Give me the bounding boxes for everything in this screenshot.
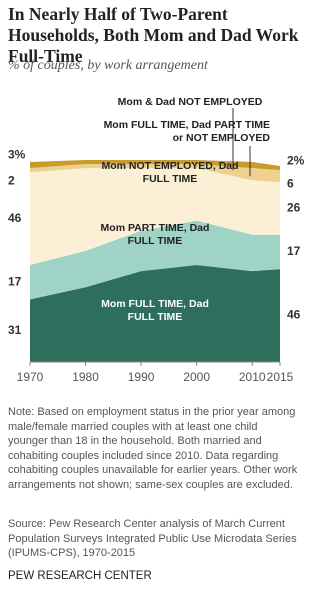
area xyxy=(30,168,280,266)
note: Note: Based on employment status in the … xyxy=(8,406,298,491)
series-label: Mom FULL TIME, Dad PART TIME or NOT EMPL… xyxy=(103,119,270,144)
value-label: 46 xyxy=(8,211,22,225)
area xyxy=(30,220,280,300)
value-label: 17 xyxy=(287,244,301,258)
value-label: 2% xyxy=(287,153,305,167)
series-label: Mom & Dad NOT EMPLOYED xyxy=(117,96,263,108)
value-label: 17 xyxy=(8,274,22,288)
x-tick-label: 2010 xyxy=(239,370,266,384)
x-tick-label: 1990 xyxy=(128,370,155,384)
page: In Nearly Half of Two-Parent Households,… xyxy=(8,4,305,582)
x-tick-label: 2015 xyxy=(267,370,294,384)
value-label: 2 xyxy=(8,173,15,187)
x-tick-label: 2000 xyxy=(183,370,210,384)
x-tick-label: 1980 xyxy=(72,370,99,384)
value-label: 31 xyxy=(8,323,22,337)
credit: PEW RESEARCH CENTER xyxy=(8,570,152,582)
value-label: 26 xyxy=(287,201,301,215)
chart-title: In Nearly Half of Two-Parent Households,… xyxy=(8,4,299,66)
source: Source: Pew Research Center analysis of … xyxy=(8,518,297,559)
area xyxy=(30,265,280,362)
subtitle: % of couples, by work arrangement xyxy=(8,58,208,73)
x-tick-label: 1970 xyxy=(17,370,44,384)
value-label: 6 xyxy=(287,176,294,190)
value-label: 46 xyxy=(287,308,301,322)
series-label: Mom FULL TIME, Dad FULL TIME xyxy=(101,298,209,323)
area xyxy=(30,164,280,183)
series-label: Mom PART TIME, Dad FULL TIME xyxy=(100,222,210,247)
series-label: Mom NOT EMPLOYED, Dad FULL TIME xyxy=(101,160,239,185)
value-label: 3% xyxy=(8,147,26,161)
area xyxy=(30,160,280,171)
